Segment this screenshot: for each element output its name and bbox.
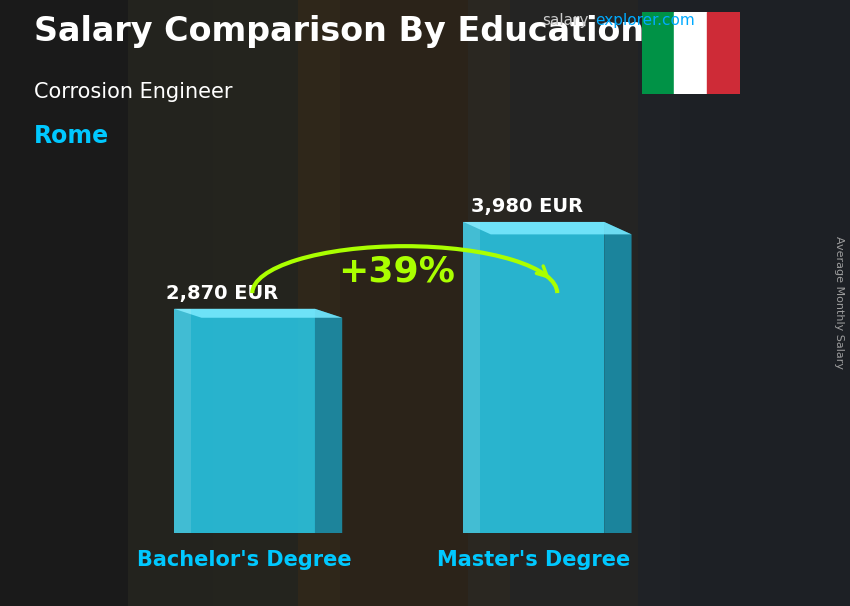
Text: 2,870 EUR: 2,870 EUR <box>167 284 279 302</box>
Text: 3,980 EUR: 3,980 EUR <box>471 197 583 216</box>
Text: Master's Degree: Master's Degree <box>437 550 631 570</box>
Text: Salary Comparison By Education: Salary Comparison By Education <box>34 15 644 48</box>
Bar <box>674 12 707 94</box>
Polygon shape <box>604 222 632 536</box>
Text: Bachelor's Degree: Bachelor's Degree <box>137 550 352 570</box>
Text: explorer.com: explorer.com <box>595 13 694 28</box>
Polygon shape <box>463 222 604 533</box>
Bar <box>707 12 740 94</box>
Polygon shape <box>174 309 343 318</box>
Text: Rome: Rome <box>34 124 109 148</box>
Text: +39%: +39% <box>338 255 456 289</box>
Text: Average Monthly Salary: Average Monthly Salary <box>834 236 844 370</box>
Text: Corrosion Engineer: Corrosion Engineer <box>34 82 233 102</box>
Polygon shape <box>174 309 314 533</box>
Polygon shape <box>463 222 632 235</box>
Polygon shape <box>314 309 343 535</box>
Polygon shape <box>463 222 480 533</box>
Polygon shape <box>174 309 191 533</box>
Text: salary: salary <box>542 13 589 28</box>
Bar <box>642 12 674 94</box>
